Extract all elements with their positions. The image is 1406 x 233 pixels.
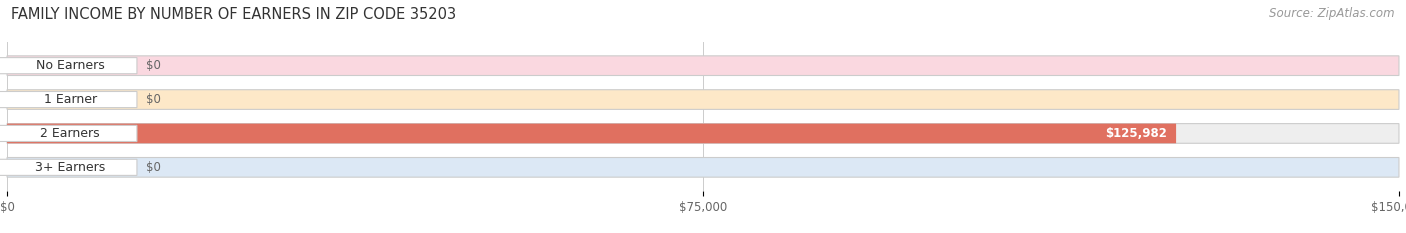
Text: $0: $0 bbox=[146, 161, 162, 174]
Text: 1 Earner: 1 Earner bbox=[44, 93, 97, 106]
FancyBboxPatch shape bbox=[7, 90, 1399, 109]
Text: FAMILY INCOME BY NUMBER OF EARNERS IN ZIP CODE 35203: FAMILY INCOME BY NUMBER OF EARNERS IN ZI… bbox=[11, 7, 457, 22]
Text: Source: ZipAtlas.com: Source: ZipAtlas.com bbox=[1270, 7, 1395, 20]
Text: No Earners: No Earners bbox=[35, 59, 104, 72]
FancyBboxPatch shape bbox=[0, 92, 136, 108]
FancyBboxPatch shape bbox=[7, 56, 1399, 75]
Text: 3+ Earners: 3+ Earners bbox=[35, 161, 105, 174]
FancyBboxPatch shape bbox=[7, 158, 1399, 177]
FancyBboxPatch shape bbox=[0, 125, 136, 141]
Text: 2 Earners: 2 Earners bbox=[41, 127, 100, 140]
FancyBboxPatch shape bbox=[7, 124, 1175, 143]
FancyBboxPatch shape bbox=[0, 159, 136, 175]
Text: $125,982: $125,982 bbox=[1105, 127, 1167, 140]
Text: $0: $0 bbox=[146, 59, 162, 72]
Text: $0: $0 bbox=[146, 93, 162, 106]
FancyBboxPatch shape bbox=[0, 58, 136, 74]
FancyBboxPatch shape bbox=[7, 124, 1399, 143]
